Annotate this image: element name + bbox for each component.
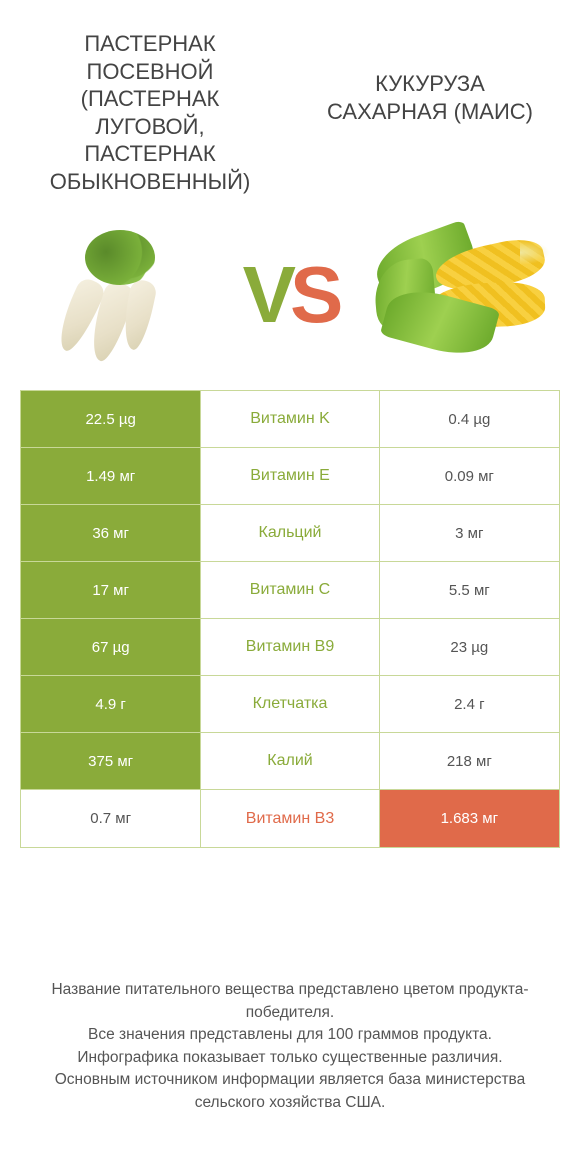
table-row: 1.49 мгВитамин E0.09 мг <box>21 448 559 505</box>
cell-right-value: 0.4 µg <box>380 391 559 447</box>
corn-icon <box>375 225 545 365</box>
cell-right-value: 0.09 мг <box>380 448 559 504</box>
cell-left-value: 1.49 мг <box>21 448 200 504</box>
cell-left-value: 375 мг <box>21 733 200 789</box>
parsnip-image <box>30 225 210 365</box>
cell-nutrient-name: Клетчатка <box>200 676 379 732</box>
comparison-table: 22.5 µgВитамин K0.4 µg1.49 мгВитамин E0.… <box>20 390 560 848</box>
images-row: VS <box>0 195 580 390</box>
cell-left-value: 0.7 мг <box>21 790 200 847</box>
cell-left-value: 22.5 µg <box>21 391 200 447</box>
cell-nutrient-name: Витамин K <box>200 391 379 447</box>
cell-nutrient-name: Витамин B9 <box>200 619 379 675</box>
table-row: 36 мгКальций3 мг <box>21 505 559 562</box>
cell-left-value: 17 мг <box>21 562 200 618</box>
table-row: 67 µgВитамин B923 µg <box>21 619 559 676</box>
footer-note: Название питательного вещества представл… <box>0 944 580 1174</box>
cell-right-value: 218 мг <box>380 733 559 789</box>
cell-right-value: 1.683 мг <box>380 790 559 847</box>
title-right: КУКУРУЗА САХАРНАЯ (МАИС) <box>320 30 540 195</box>
cell-nutrient-name: Витамин B3 <box>200 790 379 847</box>
cell-right-value: 3 мг <box>380 505 559 561</box>
cell-nutrient-name: Витамин C <box>200 562 379 618</box>
table-row: 22.5 µgВитамин K0.4 µg <box>21 391 559 448</box>
cell-nutrient-name: Витамин E <box>200 448 379 504</box>
table-row: 375 мгКалий218 мг <box>21 733 559 790</box>
title-left: ПАСТЕРНАК ПОСЕВНОЙ (ПАСТЕРНАК ЛУГОВОЙ, П… <box>40 30 260 195</box>
vs-v: V <box>243 250 290 339</box>
cell-nutrient-name: Калий <box>200 733 379 789</box>
cell-left-value: 67 µg <box>21 619 200 675</box>
vs-s: S <box>290 250 337 339</box>
cell-nutrient-name: Кальций <box>200 505 379 561</box>
corn-image <box>370 225 550 365</box>
table-row: 17 мгВитамин C5.5 мг <box>21 562 559 619</box>
parsnip-icon <box>45 230 195 360</box>
cell-right-value: 23 µg <box>380 619 559 675</box>
cell-right-value: 2.4 г <box>380 676 559 732</box>
table-row: 0.7 мгВитамин B31.683 мг <box>21 790 559 847</box>
cell-right-value: 5.5 мг <box>380 562 559 618</box>
table-row: 4.9 гКлетчатка2.4 г <box>21 676 559 733</box>
vs-label: VS <box>243 249 338 341</box>
cell-left-value: 36 мг <box>21 505 200 561</box>
cell-left-value: 4.9 г <box>21 676 200 732</box>
header: ПАСТЕРНАК ПОСЕВНОЙ (ПАСТЕРНАК ЛУГОВОЙ, П… <box>0 0 580 195</box>
infographic-container: ПАСТЕРНАК ПОСЕВНОЙ (ПАСТЕРНАК ЛУГОВОЙ, П… <box>0 0 580 1174</box>
